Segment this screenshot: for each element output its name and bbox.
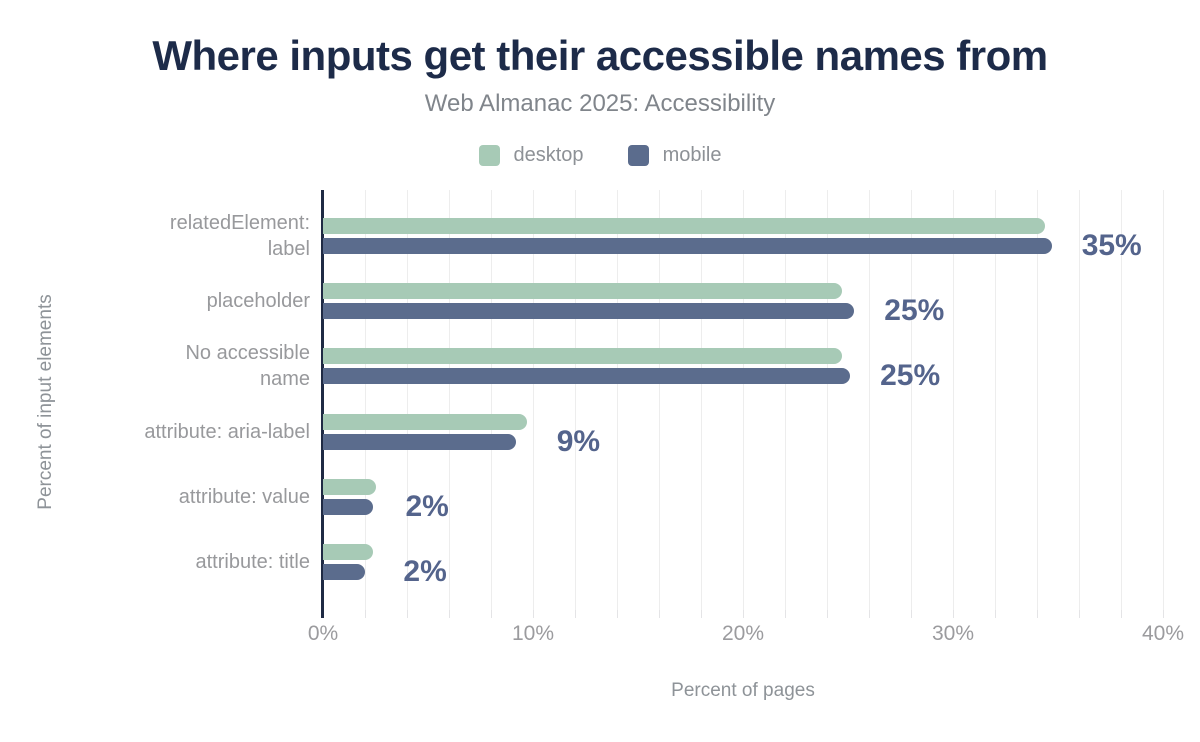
- grid-tick: [827, 610, 828, 618]
- legend-swatch-desktop: [478, 145, 500, 166]
- gridline: [995, 190, 996, 610]
- gridline: [659, 190, 660, 610]
- gridline: [1037, 190, 1038, 610]
- grid-tick: [617, 610, 618, 618]
- category-label: No accessible name: [185, 342, 310, 391]
- chart-title: Where inputs get their accessible names …: [152, 32, 1048, 79]
- bar-desktop: [323, 413, 527, 430]
- plot-area: 35% 25% 25% 9% 2% 2% 0% 10% 20% 30% 40%: [308, 190, 1184, 645]
- grid-tick: [785, 610, 786, 618]
- legend-item-desktop: desktop: [478, 144, 584, 167]
- legend-label: desktop: [513, 144, 584, 166]
- y-axis-line: [321, 190, 324, 618]
- gridline: [953, 190, 954, 610]
- value-label: 25%: [884, 294, 945, 328]
- grid-tick: [491, 610, 492, 618]
- grid-tick: [449, 610, 450, 618]
- category-label: placeholder: [206, 290, 310, 313]
- x-tick-label: 0%: [307, 622, 339, 645]
- grid-tick: [743, 610, 744, 618]
- grid-tick: [575, 610, 576, 618]
- grid-tick: [869, 610, 870, 618]
- legend-item-mobile: mobile: [627, 144, 722, 167]
- gridline: [533, 190, 534, 610]
- x-axis-title: Percent of pages: [671, 680, 815, 701]
- gridline: [1121, 190, 1122, 610]
- bar-desktop: [323, 544, 374, 560]
- value-label: 25%: [880, 359, 941, 393]
- gridline: [575, 190, 576, 610]
- gridline: [701, 190, 702, 610]
- gridline: [1079, 190, 1080, 610]
- bar-desktop: [323, 283, 842, 300]
- gridline: [491, 190, 492, 610]
- chart-subtitle: Web Almanac 2025: Accessibility: [424, 90, 776, 117]
- gridline: [743, 190, 744, 610]
- category-label: attribute: value: [178, 485, 310, 508]
- grid-tick: [1121, 610, 1122, 618]
- grid-tick: [995, 610, 996, 618]
- grid-tick: [533, 610, 534, 618]
- bar-desktop: [323, 348, 842, 365]
- grid-tick: [1037, 610, 1038, 618]
- bar-mobile: [323, 498, 374, 515]
- bar-mobile: [323, 433, 517, 450]
- y-axis-title: Percent of input elements: [35, 294, 56, 510]
- gridline: [617, 190, 618, 610]
- gridline: [785, 190, 786, 610]
- grid-tick: [1079, 610, 1080, 618]
- grid-tick: [407, 610, 408, 618]
- grid-tick: [365, 610, 366, 618]
- gridline: [365, 190, 366, 610]
- gridline: [869, 190, 870, 610]
- value-label: 35%: [1081, 229, 1142, 262]
- gridline: [449, 190, 450, 610]
- x-tick-label: 10%: [511, 622, 555, 645]
- bar-desktop: [323, 478, 376, 495]
- x-tick-label: 30%: [931, 622, 975, 645]
- x-tick-label: 20%: [721, 622, 765, 645]
- bar-mobile: [323, 303, 855, 320]
- legend: desktop mobile: [0, 144, 1200, 167]
- gridline: [911, 190, 912, 610]
- category-label: attribute: title: [195, 551, 310, 573]
- grid-tick: [1163, 610, 1164, 618]
- x-tick-label: 40%: [1141, 622, 1185, 645]
- gridline: [827, 190, 828, 610]
- bar-desktop: [323, 218, 1046, 234]
- gridline: [407, 190, 408, 610]
- bar-mobile: [323, 368, 851, 385]
- category-label: attribute: aria-label: [144, 420, 310, 443]
- grid-tick: [953, 610, 954, 618]
- grid-tick: [659, 610, 660, 618]
- grid-tick: [911, 610, 912, 618]
- legend-swatch-mobile: [627, 145, 649, 166]
- category-label: relatedElement: label: [169, 212, 310, 260]
- legend-label: mobile: [662, 144, 722, 166]
- bar-mobile: [323, 238, 1052, 254]
- bar-mobile: [323, 564, 365, 580]
- value-label: 2%: [405, 489, 449, 523]
- value-label: 9%: [556, 424, 601, 458]
- value-label: 2%: [403, 555, 447, 588]
- grid-tick: [701, 610, 702, 618]
- gridline: [1163, 190, 1164, 610]
